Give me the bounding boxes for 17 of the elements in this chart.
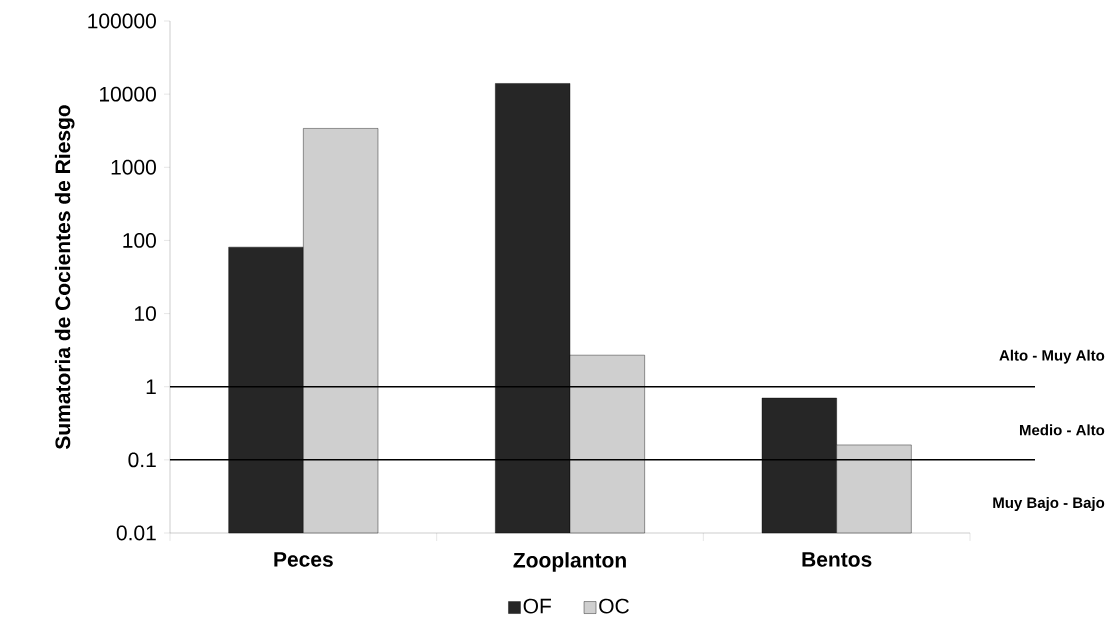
y-tick-label: 100 (123, 233, 156, 248)
y-tick-label: 10 (135, 306, 156, 322)
y-tick-label: 0.01 (116, 525, 156, 541)
y-tick-label: 1000 (111, 159, 156, 175)
ref-line-label: Alto - Muy Alto (999, 349, 1105, 364)
y-tick-label: 0.1 (128, 452, 156, 468)
y-axis-title: Sumatoria de Cocientes de Riesgo (54, 105, 75, 450)
y-tick-label: 1 (146, 379, 156, 394)
x-tick-label: Peces (274, 552, 333, 567)
annotation: Muy Bajo - Bajo (993, 497, 1105, 511)
y-tick-label: 10000 (100, 86, 156, 102)
x-tick-label: Zooplanton (513, 552, 626, 572)
legend-label: OF (523, 598, 551, 614)
legend-label: OC (599, 598, 629, 614)
x-tick-label: Bentos (802, 552, 872, 567)
y-tick-label: 100000 (88, 13, 156, 29)
ref-line-label: Medio - Alto (1019, 424, 1105, 436)
